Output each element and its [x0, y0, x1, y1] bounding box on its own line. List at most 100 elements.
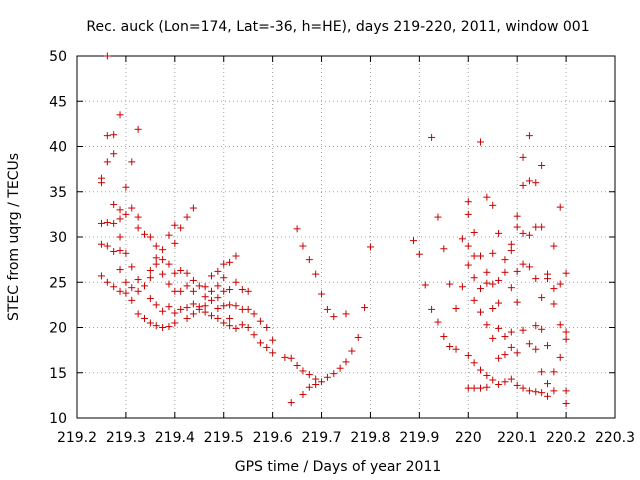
- data-point: [110, 219, 118, 227]
- data-point: [201, 293, 209, 301]
- data-point: [159, 324, 167, 331]
- data-point: [538, 223, 546, 231]
- data-point: [195, 305, 203, 313]
- data-point: [140, 230, 148, 238]
- data-point: [189, 310, 197, 318]
- data-point: [470, 296, 478, 304]
- data-point: [519, 181, 527, 189]
- data-point: [538, 294, 546, 302]
- data-point: [299, 390, 307, 398]
- data-point: [269, 336, 277, 344]
- data-point: [140, 314, 148, 322]
- data-point: [501, 378, 509, 386]
- x-tick-labels: 219.2 219.3 219.4 219.5 219.6 219.7 219.8 219.9…: [57, 430, 635, 446]
- data-point: [116, 287, 124, 295]
- data-point: [189, 287, 197, 295]
- data-point: [464, 242, 472, 250]
- data-point: [470, 359, 478, 367]
- data-point: [556, 321, 564, 329]
- y-tick-label: 15: [49, 366, 67, 382]
- data-point: [519, 326, 527, 334]
- y-tick-label: 45: [49, 94, 67, 110]
- data-point: [146, 233, 154, 241]
- data-point: [550, 368, 558, 376]
- data-point: [287, 354, 295, 362]
- data-point: [122, 249, 130, 257]
- data-point: [116, 247, 124, 255]
- data-point: [134, 125, 142, 133]
- x-tick-label: 220.3: [595, 430, 635, 446]
- data-point: [464, 352, 472, 360]
- data-point: [232, 324, 240, 332]
- data-point: [152, 322, 160, 330]
- data-point: [128, 158, 136, 166]
- data-point: [165, 323, 173, 331]
- data-point: [208, 296, 215, 304]
- data-point: [244, 324, 252, 331]
- data-point: [250, 310, 258, 318]
- data-point: [519, 260, 527, 268]
- data-point: [226, 301, 234, 309]
- data-point: [189, 300, 197, 308]
- data-point: [171, 269, 179, 277]
- data-point: [305, 383, 313, 391]
- data-point: [544, 392, 552, 400]
- data-point: [544, 342, 552, 350]
- data-point: [165, 280, 173, 288]
- data-point: [525, 132, 533, 140]
- data-point: [342, 358, 350, 366]
- data-point: [208, 272, 215, 280]
- data-point: [507, 240, 515, 248]
- data-point: [165, 231, 173, 239]
- data-point: [214, 282, 222, 290]
- data-point: [544, 275, 552, 283]
- data-point: [312, 381, 320, 389]
- data-point: [134, 287, 142, 295]
- data-point: [220, 287, 228, 295]
- data-points: [97, 52, 570, 408]
- data-point: [513, 267, 521, 275]
- data-point: [220, 319, 228, 327]
- data-point: [525, 231, 533, 239]
- data-point: [501, 351, 509, 359]
- data-point: [122, 278, 130, 286]
- data-point: [220, 302, 228, 310]
- x-tick-label: 220: [455, 430, 482, 446]
- data-point: [483, 371, 491, 379]
- data-point: [305, 256, 313, 264]
- data-point: [489, 376, 497, 384]
- data-point: [550, 242, 558, 250]
- data-point: [495, 381, 503, 389]
- data-point: [122, 289, 130, 297]
- y-tick-label: 40: [49, 140, 67, 156]
- data-point: [464, 198, 472, 206]
- data-point: [152, 254, 160, 262]
- data-point: [513, 298, 521, 306]
- data-point: [562, 387, 570, 395]
- data-point: [299, 367, 307, 375]
- x-tick-label: 220.2: [546, 430, 586, 446]
- data-point: [110, 247, 118, 255]
- data-point: [146, 295, 154, 303]
- data-point: [409, 237, 417, 245]
- data-point: [507, 247, 515, 255]
- data-point: [477, 384, 484, 392]
- data-point: [538, 325, 546, 333]
- data-point: [134, 224, 142, 232]
- data-point: [110, 200, 118, 208]
- data-point: [507, 284, 515, 292]
- data-point: [183, 213, 191, 221]
- data-point: [495, 299, 503, 307]
- data-point: [244, 305, 252, 313]
- data-point: [330, 370, 338, 378]
- data-point: [226, 285, 234, 293]
- data-point: [226, 258, 234, 266]
- data-point: [323, 373, 331, 381]
- data-point: [477, 138, 484, 146]
- data-point: [287, 399, 295, 407]
- data-point: [452, 304, 460, 312]
- data-point: [483, 268, 491, 276]
- data-point: [171, 221, 179, 229]
- data-point: [214, 294, 222, 302]
- data-point: [232, 302, 240, 310]
